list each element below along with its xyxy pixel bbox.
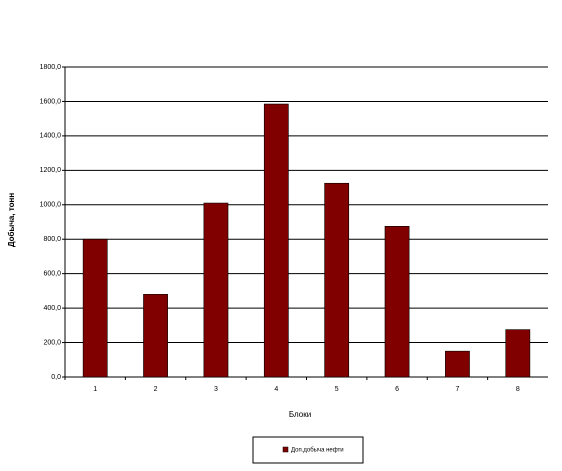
y-axis-title: Добыча, тонн (7, 193, 16, 248)
legend-label: Доп.добыча нефти (291, 448, 344, 454)
y-tick-label: 1200,0 (40, 167, 62, 174)
bar (384, 226, 410, 378)
y-tick-label: 1600,0 (40, 98, 62, 105)
x-tick-label: 7 (455, 386, 459, 393)
x-tick-label: 2 (154, 386, 158, 393)
bar (82, 238, 108, 378)
x-tick-label: 6 (395, 386, 399, 393)
x-tick-label: 8 (516, 386, 520, 393)
y-tick-label: 1400,0 (40, 133, 62, 140)
y-tick-label: 1000,0 (40, 202, 62, 209)
y-tick-label: 0,0 (51, 374, 61, 381)
x-tick-label: 3 (214, 386, 218, 393)
x-tick-label: 4 (274, 386, 278, 393)
legend-box (252, 436, 364, 464)
y-tick-label: 400,0 (43, 305, 61, 312)
x-tick-label: 5 (335, 386, 339, 393)
bar (143, 294, 168, 378)
x-tick-label: 1 (93, 386, 97, 393)
bar (324, 182, 350, 378)
y-tick-label: 800,0 (43, 236, 61, 243)
x-axis-title: Блоки (289, 410, 311, 419)
bar (263, 103, 289, 378)
legend-swatch (282, 446, 289, 453)
y-tick-label: 600,0 (43, 271, 61, 278)
bar (445, 350, 470, 378)
y-tick-label: 1800,0 (40, 64, 62, 71)
y-tick-label: 200,0 (43, 339, 61, 346)
bar (203, 202, 229, 378)
bar (505, 329, 531, 378)
